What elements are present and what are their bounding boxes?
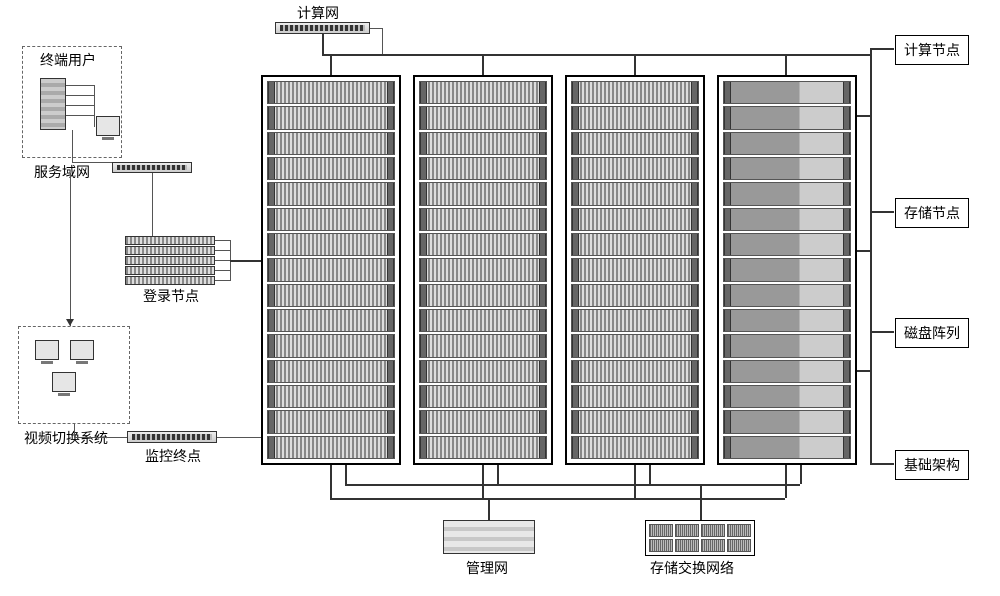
compute-net-switch: [275, 22, 370, 34]
mgmt-net-device: [443, 520, 535, 554]
video-monitor-1: [35, 340, 59, 365]
video-monitor-3: [52, 372, 76, 397]
right-label-1: 存储节点: [895, 198, 969, 228]
diagram-canvas: 计算网 终端用户 服务域网 登录节点 视频切换系统 监控终点: [0, 0, 1000, 596]
label-compute-net: 计算网: [297, 3, 339, 23]
rack-1: [261, 75, 401, 465]
label-storage-switch-net: 存储交换网络: [650, 558, 734, 578]
right-label-0: 计算节点: [895, 35, 969, 65]
service-net-switch: [112, 162, 192, 173]
label-video-switch: 视频切换系统: [24, 428, 108, 448]
label-service-net: 服务域网: [34, 162, 90, 182]
rack-4: [717, 75, 857, 465]
right-label-3: 基础架构: [895, 450, 969, 480]
right-label-2: 磁盘阵列: [895, 318, 969, 348]
rack-3: [565, 75, 705, 465]
label-monitor-endpoint: 监控终点: [145, 446, 201, 466]
server-icon: [40, 78, 66, 130]
terminal-monitor: [96, 116, 120, 141]
storage-switch-net-device: [645, 520, 755, 556]
label-login-node: 登录节点: [143, 286, 199, 306]
label-mgmt-net: 管理网: [466, 558, 508, 578]
monitor-endpoint-switch: [127, 431, 217, 443]
label-terminal-user: 终端用户: [40, 50, 96, 70]
rack-2: [413, 75, 553, 465]
login-node-stack: [125, 236, 215, 286]
video-monitor-2: [70, 340, 94, 365]
